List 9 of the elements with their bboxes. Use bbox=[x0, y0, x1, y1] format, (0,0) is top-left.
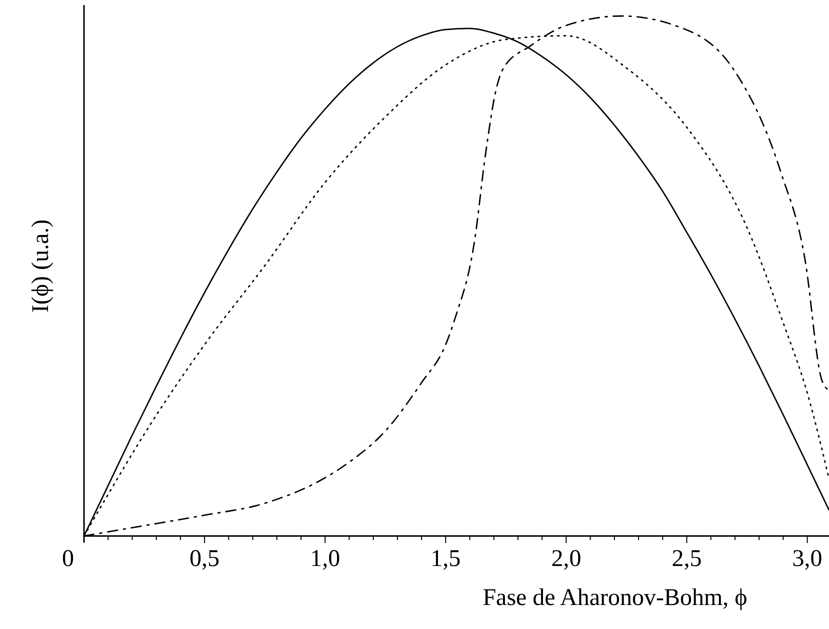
x-tick-label: 1,0 bbox=[310, 546, 340, 572]
y-axis-title: I(ϕ) (u.a.) bbox=[28, 219, 54, 313]
x-tick-label: 3,0 bbox=[792, 546, 822, 572]
x-tick-label: 0 bbox=[62, 546, 74, 572]
x-tick-label: 2,0 bbox=[551, 546, 582, 572]
x-tick-label: 2,5 bbox=[672, 546, 702, 572]
x-tick-label: 1,5 bbox=[430, 546, 461, 572]
x-axis-title: Fase de Aharonov-Bohm, ϕ bbox=[482, 585, 748, 611]
x-tick-label: 0,5 bbox=[190, 546, 220, 572]
